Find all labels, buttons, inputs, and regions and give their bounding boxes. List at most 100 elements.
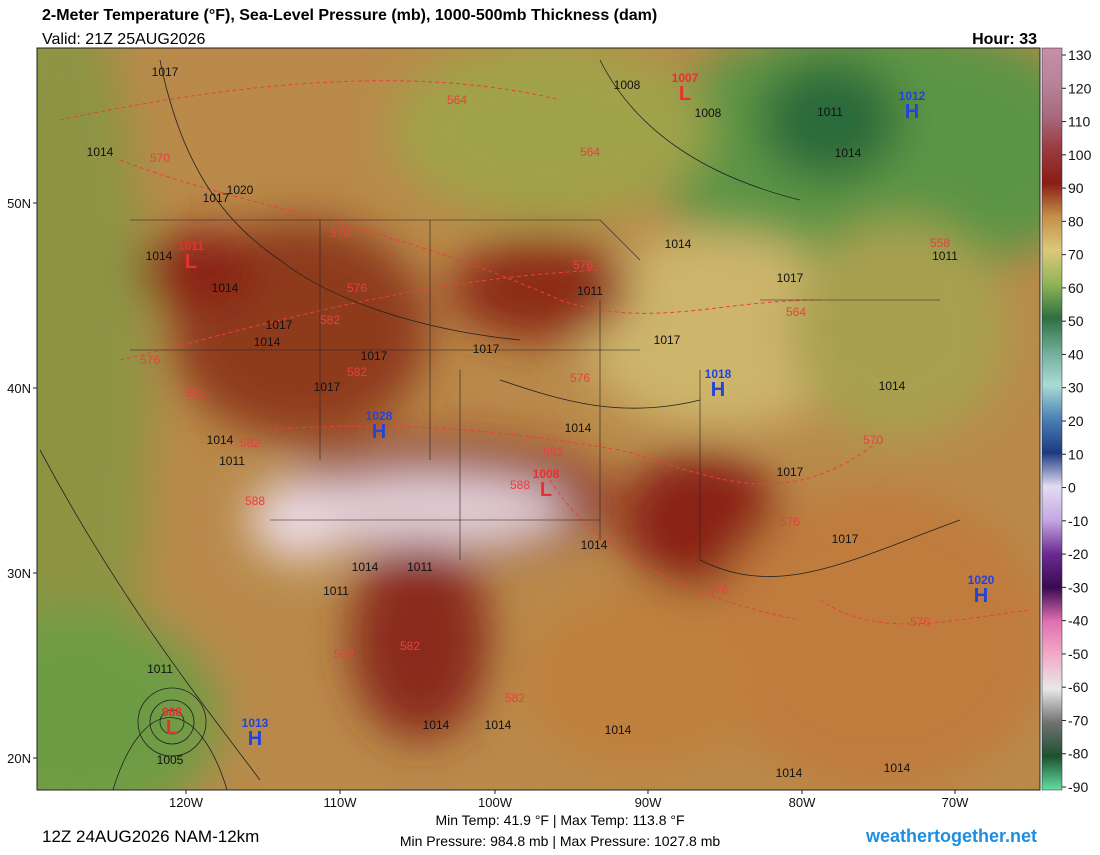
isobar-label: 1011	[577, 284, 603, 298]
valid-time: Valid: 21Z 25AUG2026	[42, 31, 205, 48]
isobar-label: 1008	[695, 106, 722, 120]
isobar-label: 1011	[407, 560, 433, 574]
lat-label: 20N	[7, 751, 31, 766]
forecast-hour: Hour: 33	[972, 31, 1037, 48]
lon-label: 80W	[789, 795, 816, 810]
colorbar-tick-label: -60	[1068, 679, 1088, 695]
isobar-label: 1020	[227, 183, 254, 197]
thickness-label: 582	[320, 313, 340, 327]
thickness-label: 582	[347, 365, 367, 379]
colorbar-tick-label: -80	[1068, 746, 1088, 762]
map-labels: L1007H1012L1011H1018H1028L1008H1020L988H…	[87, 65, 995, 780]
pressure-center: L	[540, 479, 552, 501]
isobar	[137, 687, 207, 757]
isobar-label: 1017	[473, 342, 500, 356]
isobar-label: 1005	[157, 753, 184, 767]
lon-label: 100W	[478, 795, 513, 810]
prairie-field	[390, 48, 710, 220]
thickness-label: 588	[510, 478, 530, 492]
thickness-label: 558	[930, 236, 950, 250]
hudson-field	[760, 60, 900, 180]
pressure-center: H	[372, 421, 386, 443]
isobar-label: 1011	[817, 105, 843, 119]
lakes-field	[580, 230, 860, 430]
colorbar-tick-label: -70	[1068, 712, 1088, 728]
colorbar-tick-label: 100	[1068, 147, 1092, 163]
thickness-label: 576	[910, 615, 930, 629]
lon-label: 110W	[324, 795, 358, 810]
isobar-label: 1014	[423, 718, 450, 732]
thickness-label: 582	[543, 445, 563, 459]
colorbar-tick-label: 130	[1068, 47, 1092, 63]
isobar-label: 1011	[219, 454, 245, 468]
lon-label: 70W	[942, 795, 969, 810]
isobar-label: 1017	[266, 318, 293, 332]
pressure-center-value: 1011	[178, 239, 204, 253]
isobar	[149, 699, 195, 745]
thickness-label: 564	[786, 305, 806, 319]
thickness-label: 564	[580, 145, 600, 159]
thickness-label: 582	[334, 647, 354, 661]
northwest-field	[140, 230, 260, 310]
isobar-label: 1017	[832, 532, 859, 546]
colorbar-tick-label: -40	[1068, 613, 1088, 629]
pressure-center: H	[974, 585, 988, 607]
pressure-center-value: 1018	[705, 367, 732, 381]
pressure-center: L	[679, 83, 691, 105]
isobar-label: 1014	[605, 723, 632, 737]
isobar-label: 1014	[146, 249, 173, 263]
isobar-label: 1017	[361, 349, 388, 363]
isobar-label: 1017	[654, 333, 681, 347]
isobar-label: 1017	[152, 65, 179, 79]
thickness-label: 576	[780, 515, 800, 529]
gulf-field	[520, 590, 760, 770]
pressure-center-value: 1012	[899, 89, 926, 103]
pressure-center: H	[711, 379, 725, 401]
map: L1007H1012L1011H1018H1028L1008H1020L988H…	[37, 48, 1040, 790]
colorbar-tick-label: 30	[1068, 380, 1084, 396]
isobar-label: 1014	[884, 761, 911, 775]
thickness-label: 582	[240, 436, 260, 450]
colorbar-tick-label: 50	[1068, 313, 1084, 329]
pressure-center: L	[166, 717, 178, 739]
thickness-label: 564	[447, 93, 467, 107]
thickness-label: 588	[245, 494, 265, 508]
pacific-field	[37, 48, 150, 790]
pacific-field	[37, 610, 220, 790]
plains-field	[450, 240, 630, 340]
isobar-label: 1014	[352, 560, 379, 574]
map-frame	[36, 47, 1041, 791]
colorbar-tick-label: -30	[1068, 579, 1088, 595]
thickness-label: 582	[400, 639, 420, 653]
pressure-center-value: 1028	[366, 409, 393, 423]
temp-range: Min Temp: 41.9 °F | Max Temp: 113.8 °F	[435, 812, 684, 828]
pressure-center-value: 988	[162, 705, 182, 719]
thickness-label: 570	[330, 226, 350, 240]
isobar-label: 1017	[203, 191, 230, 205]
thickness-contour	[59, 80, 1031, 625]
isobar-label: 1008	[614, 78, 641, 92]
isobar-label: 1017	[314, 380, 341, 394]
colorbar-tick-label: 90	[1068, 180, 1084, 196]
isobar-label: 1011	[323, 584, 349, 598]
colorbar-tick-label: -50	[1068, 646, 1088, 662]
isobar-label: 1011	[147, 662, 173, 676]
isobar-label: 1014	[87, 145, 114, 159]
lon-label: 120W	[169, 795, 204, 810]
thickness-label: 576	[573, 258, 593, 272]
pressure-center-value: 1008	[533, 467, 560, 481]
lat-label: 50N	[7, 196, 31, 211]
isobar	[159, 709, 185, 735]
isobar-label: 1014	[565, 421, 592, 435]
thickness-label: 582	[185, 386, 205, 400]
pressure-center-value: 1007	[672, 71, 699, 85]
colorbar-tick-label: -90	[1068, 779, 1088, 795]
colorbar-tick-label: 40	[1068, 346, 1084, 362]
colorbar-tick-label: 0	[1068, 480, 1076, 496]
temperature-field	[37, 48, 1040, 790]
isobar-label: 1014	[485, 718, 512, 732]
colorbar-ticks: 1301201101009080706050403020100-10-20-30…	[1062, 47, 1092, 795]
site-credit: weathertogether.net	[865, 826, 1037, 846]
axis-labels: 50N 40N 30N 20N 120W 110W 100W 90W 80W 70W	[7, 196, 969, 810]
